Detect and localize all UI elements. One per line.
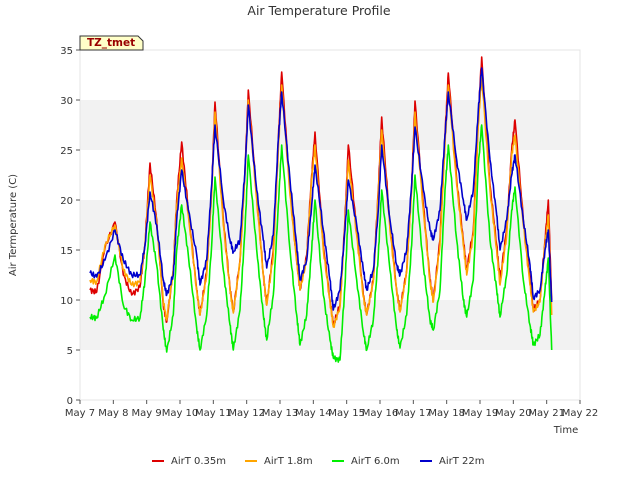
legend-label: AirT 6.0m (351, 456, 400, 467)
x-tick-label: May 11 (195, 408, 232, 419)
y-tick-label: 30 (60, 96, 73, 107)
grid-band (80, 350, 580, 400)
x-tick-label: May 19 (462, 408, 499, 419)
site-badge: TZ_tmet (79, 35, 144, 51)
site-badge-box (79, 35, 144, 51)
x-tick-label: May 18 (428, 408, 465, 419)
x-tick-label: May 12 (228, 408, 265, 419)
x-tick-label: May 15 (328, 408, 365, 419)
y-tick-label: 0 (67, 396, 73, 407)
x-tick-label: May 8 (98, 408, 128, 419)
y-tick-label: 20 (60, 196, 73, 207)
chart-title: Air Temperature Profile (247, 3, 390, 18)
plot-area-frame (79, 49, 581, 401)
x-tick-label: May 14 (295, 408, 332, 419)
grid-band (80, 50, 580, 100)
y-tick-label: 5 (67, 346, 73, 357)
x-tick-label: May 16 (362, 408, 399, 419)
series-line (89, 67, 553, 311)
grid-band (80, 150, 580, 200)
x-tick-label: May 10 (162, 408, 199, 419)
y-tick-label: 10 (60, 296, 73, 307)
legend-label: AirT 22m (439, 456, 484, 467)
x-tick-label: May 9 (132, 408, 162, 419)
y-axis-label: Air Termperature (C) (8, 174, 19, 276)
x-tick-label: May 7 (65, 408, 95, 419)
series-lines (89, 56, 553, 363)
site-badge-label: TZ_tmet (87, 37, 135, 49)
series-line (89, 124, 553, 363)
y-tick-label: 25 (60, 146, 73, 157)
y-tick-label: 35 (60, 46, 73, 57)
grid-band (80, 100, 580, 150)
x-tick-label: May 13 (262, 408, 299, 419)
x-axis-label: Time (553, 425, 578, 436)
legend-label: AirT 0.35m (171, 456, 226, 467)
x-tick-label: May 17 (395, 408, 432, 419)
y-tick-label: 15 (60, 246, 73, 257)
x-tick-label: May 21 (528, 408, 565, 419)
legend-label: AirT 1.8m (264, 456, 313, 467)
legend: AirT 0.35m AirT 1.8m AirT 6.0m AirT 22m (152, 456, 484, 467)
y-axis-ticks: 0 5 10 15 20 25 30 35 (60, 46, 80, 407)
x-tick-label: May 20 (495, 408, 532, 419)
x-tick-label: May 22 (562, 408, 599, 419)
